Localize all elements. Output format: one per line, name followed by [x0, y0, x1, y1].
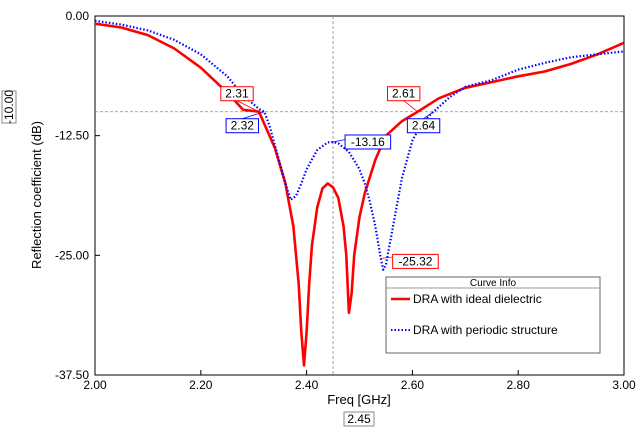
marker-5: -25.32	[380, 253, 439, 269]
marker-box	[225, 118, 259, 134]
y-tick-label: 0.00	[66, 9, 90, 23]
reference-lines	[95, 16, 624, 375]
marker-leader	[403, 100, 418, 113]
y-ref-label-box: -10.00	[1, 90, 17, 124]
legend-entry-ideal: DRA with ideal dielectric	[413, 292, 542, 306]
x-tick-label: 2.60	[401, 378, 425, 392]
marker-3: 2.64	[406, 111, 441, 134]
y-axis: 0.00 -12.50 -25.00 -37.50	[55, 9, 100, 382]
y-tick-label: -12.50	[55, 129, 89, 143]
marker-box	[386, 86, 421, 102]
series-line-ideal-dielectric	[94, 22, 625, 367]
x-tick-label: 2.20	[189, 378, 213, 392]
marker-label: 2.61	[392, 87, 416, 101]
marker-layer: 2.31 2.32 2.61 2.64 -13.16 -25.32	[220, 86, 441, 269]
marker-box	[406, 118, 441, 134]
marker-leader	[236, 100, 260, 113]
marker-label: 2.64	[412, 119, 436, 133]
marker-2: 2.61	[386, 86, 421, 113]
y-tick-label: -25.00	[55, 248, 89, 262]
x-axis-label: Freq [GHz]	[327, 392, 391, 407]
x-ref-label: 2.45	[347, 412, 371, 426]
legend-title: Curve Info	[470, 278, 517, 289]
y-axis-label: Reflection coefficient (dB)	[29, 121, 44, 269]
marker-box	[344, 134, 392, 150]
marker-box	[220, 86, 254, 102]
marker-label: -13.16	[351, 135, 385, 149]
marker-4: -13.16	[332, 134, 392, 150]
x-tick-label: 2.00	[83, 378, 107, 392]
y-tick-label: -37.50	[55, 368, 89, 382]
series-layer	[94, 19, 625, 367]
marker-leader	[423, 111, 434, 120]
x-tick-label: 3.00	[612, 378, 636, 392]
marker-label: 2.31	[225, 87, 249, 101]
marker-label: 2.32	[231, 119, 255, 133]
legend-entry-periodic: DRA with periodic structure	[413, 323, 558, 337]
marker-0: 2.31	[220, 86, 260, 113]
x-ref-label-box: 2.45	[343, 411, 375, 427]
marker-label: -25.32	[398, 254, 432, 268]
marker-1: 2.32	[225, 111, 265, 134]
plot-area	[94, 15, 625, 376]
marker-leader	[242, 111, 265, 120]
x-tick-label: 2.40	[295, 378, 319, 392]
y-ref-label: -10.00	[2, 90, 16, 124]
x-tick-label: 2.80	[507, 378, 531, 392]
marker-box	[392, 253, 439, 269]
x-axis: 2.00 2.20 2.40 2.60 2.80 3.00	[83, 370, 636, 392]
legend: Curve Info DRA with ideal dielectric DRA…	[385, 276, 601, 354]
